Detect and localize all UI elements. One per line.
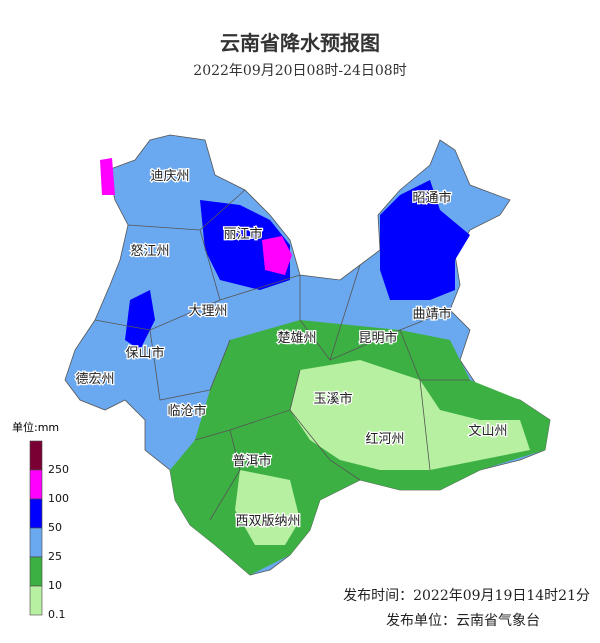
region-label: 文山州 (468, 424, 507, 439)
legend-label: 100 (48, 492, 69, 505)
legend-label: 50 (48, 521, 62, 534)
subtitle: 2022年09月20日08时-24日08时 (193, 63, 406, 79)
rain-zone-lightest (235, 360, 530, 545)
region-labels: 迪庆州 昭通市 怒江州 丽江市 大理州 曲靖市 楚雄州 昆明市 保山市 德宏州 … (74, 168, 509, 531)
legend-label: 25 (48, 550, 62, 563)
legend-label: 10 (48, 579, 62, 592)
region-label: 德宏州 (75, 372, 114, 387)
region-label: 曲靖市 (412, 306, 451, 322)
legend-swatch (29, 585, 43, 616)
region-label: 昆明市 (358, 330, 397, 346)
region-label: 保山市 (125, 345, 164, 361)
region-label: 普洱市 (232, 453, 271, 469)
issuer: 发布单位：云南省气象台 (386, 613, 540, 629)
legend-unit: 单位:mm (12, 420, 59, 434)
region-label: 丽江市 (223, 226, 262, 242)
legend-swatch (29, 498, 43, 529)
region-label: 西双版纳州 (235, 514, 300, 529)
map (64, 134, 551, 576)
legend-swatch (29, 527, 43, 558)
issue-time: 发布时间：2022年09月19日14时21分 (343, 588, 590, 604)
legend-swatch (29, 556, 43, 587)
region-label: 玉溪市 (313, 391, 352, 407)
legend-swatch (29, 440, 43, 471)
legend: 单位:mm 250 100 50 25 10 0.1 (12, 420, 69, 621)
region-label: 怒江州 (130, 244, 169, 259)
region-label: 楚雄州 (277, 331, 316, 346)
rain-zone-heavy (125, 180, 470, 350)
county-boundaries (94, 189, 470, 521)
region-label: 红河州 (365, 431, 404, 447)
region-label: 临沧市 (167, 403, 206, 419)
region-label: 昭通市 (412, 190, 451, 206)
title: 云南省降水预报图 (220, 31, 380, 55)
region-label: 迪庆州 (150, 169, 189, 184)
legend-label: 0.1 (48, 608, 66, 621)
legend-swatch (29, 469, 43, 500)
region-label: 大理州 (188, 304, 227, 319)
rain-zone-torrential (100, 158, 292, 275)
legend-label: 250 (48, 463, 69, 476)
